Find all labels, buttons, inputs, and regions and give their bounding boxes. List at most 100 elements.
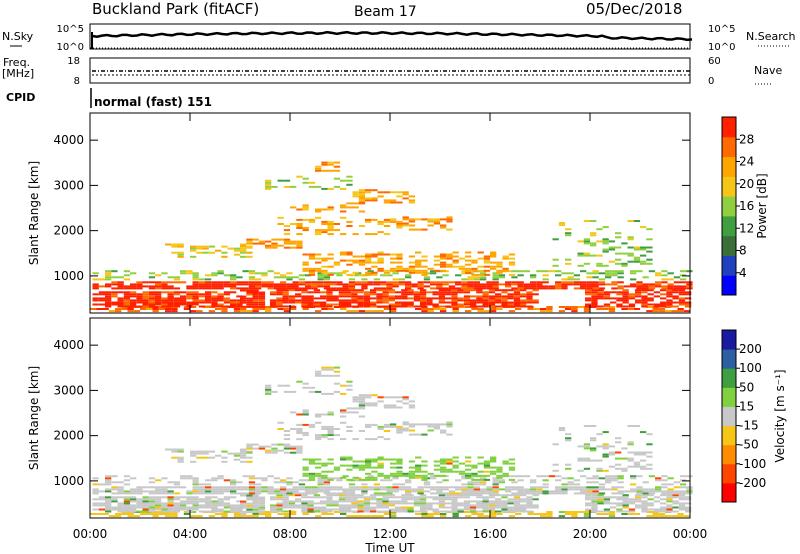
velocity-cell — [315, 374, 322, 377]
velocity-cell — [540, 515, 547, 518]
power-cell — [311, 281, 318, 284]
velocity-cell — [532, 494, 539, 497]
velocity-cell — [283, 445, 291, 448]
power-cell — [480, 272, 487, 275]
velocity-cell — [363, 506, 371, 509]
power-cell — [580, 283, 587, 286]
velocity-cell — [186, 510, 193, 513]
velocity-cell — [240, 452, 247, 455]
velocity-cell — [461, 492, 468, 495]
velocity-cell — [523, 492, 531, 495]
power-cell — [348, 285, 356, 288]
power-cell — [282, 289, 289, 292]
power-cell — [408, 228, 416, 231]
power-cell — [283, 242, 291, 245]
velocity-cell — [117, 486, 124, 489]
power-cell — [621, 262, 628, 265]
velocity-colorbar-segment — [722, 463, 736, 484]
velocity-cell — [546, 515, 553, 518]
power-cell — [586, 287, 593, 290]
velocity-cell — [467, 483, 474, 486]
velocity-cell — [507, 506, 514, 509]
velocity-cell — [240, 506, 247, 509]
power-cell — [161, 297, 168, 300]
power-colorbar-segment — [722, 275, 736, 296]
velocity-cell — [467, 486, 474, 489]
power-cell — [240, 301, 247, 304]
velocity-cell — [123, 475, 131, 478]
velocity-cell — [490, 472, 497, 475]
power-cell — [526, 299, 533, 302]
velocity-cell — [111, 508, 118, 511]
velocity-cell — [473, 490, 480, 493]
velocity-cell — [252, 502, 259, 505]
power-cell — [413, 291, 421, 294]
velocity-cell — [526, 506, 533, 509]
velocity-cell — [591, 506, 598, 509]
velocity-cell — [371, 476, 378, 479]
power-cell — [602, 226, 609, 229]
velocity-cell — [290, 411, 297, 414]
power-cell — [370, 289, 377, 292]
power-cell — [395, 297, 402, 300]
velocity-cell — [248, 483, 256, 486]
velocity-cell — [171, 515, 178, 518]
velocity-cell — [407, 508, 414, 511]
power-cell — [396, 253, 403, 256]
power-cell — [401, 297, 408, 300]
velocity-cell — [633, 513, 641, 515]
velocity-cell — [288, 502, 296, 505]
velocity-cell — [652, 515, 659, 518]
power-cell — [358, 197, 366, 200]
power-cell — [271, 246, 278, 249]
velocity-cell — [321, 434, 328, 437]
velocity-cell — [358, 468, 366, 471]
velocity-cell — [672, 496, 679, 499]
velocity-cell — [351, 502, 358, 505]
velocity-cell — [555, 486, 562, 489]
power-cell — [585, 297, 592, 300]
velocity-cell — [658, 515, 666, 518]
power-cell — [315, 261, 322, 264]
velocity-cell — [142, 508, 149, 511]
power-cell — [430, 281, 437, 284]
power-cell — [346, 202, 353, 205]
power-cell — [371, 233, 378, 236]
velocity-cell — [396, 460, 403, 463]
velocity-cell — [426, 508, 433, 511]
power-cell — [233, 253, 241, 256]
velocity-cell — [323, 492, 331, 495]
power-cell — [186, 305, 193, 308]
power-cell — [476, 305, 483, 308]
velocity-cell — [277, 443, 284, 446]
power-cell — [283, 238, 291, 241]
velocity-cell — [598, 492, 606, 495]
power-cell — [270, 299, 277, 302]
power-cell — [148, 272, 156, 275]
power-cell — [233, 310, 241, 313]
power-cell — [452, 255, 459, 258]
power-cell — [611, 272, 618, 275]
power-cell — [501, 301, 508, 304]
power-cell — [635, 291, 642, 294]
power-cell — [305, 281, 312, 284]
velocity-cell — [377, 472, 384, 475]
velocity-cell — [352, 460, 359, 463]
power-cell — [501, 295, 508, 298]
power-cell — [282, 291, 289, 294]
power-cell — [501, 291, 508, 294]
power-cell — [427, 218, 434, 221]
power-cell — [648, 283, 656, 286]
velocity-cell — [270, 504, 277, 507]
velocity-cell — [526, 510, 533, 513]
velocity-cell — [395, 502, 402, 505]
velocity-cell — [515, 513, 522, 515]
velocity-cell — [313, 494, 321, 497]
power-cell — [221, 255, 228, 258]
velocity-cell — [605, 477, 612, 480]
velocity-cell — [296, 445, 303, 448]
power-cell — [451, 289, 458, 292]
power-cell — [628, 305, 636, 308]
velocity-cell — [326, 494, 333, 497]
velocity-cell — [167, 498, 174, 501]
